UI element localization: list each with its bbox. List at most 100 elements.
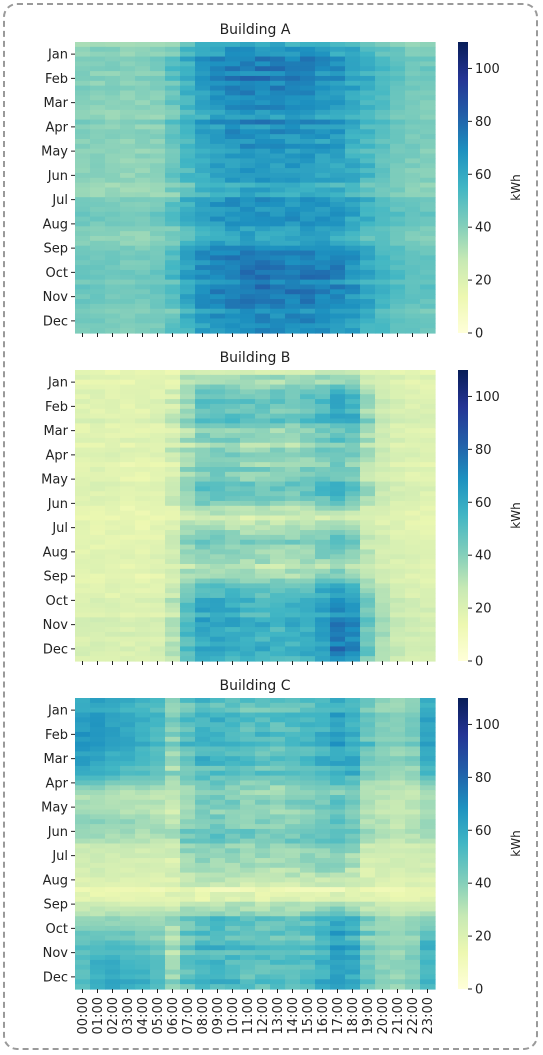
heatmap-cell	[195, 862, 211, 869]
heatmap-cell	[105, 727, 121, 733]
heatmap-cell	[300, 269, 316, 276]
heatmap-cell	[390, 109, 406, 116]
heatmap-cell	[405, 148, 421, 155]
heatmap-cell	[195, 46, 211, 53]
heatmap-cell	[225, 515, 241, 521]
heatmap-cell	[345, 418, 361, 424]
colorbar-label: kWh	[509, 174, 523, 200]
heatmap-cell	[195, 153, 211, 159]
heatmap-cell	[300, 564, 316, 570]
heatmap-cell	[225, 945, 241, 951]
heatmap-cell	[75, 100, 91, 106]
heatmap-cell	[75, 187, 91, 193]
heatmap-cell	[120, 471, 136, 478]
heatmap-cell	[345, 564, 361, 570]
heatmap-cell	[210, 236, 226, 242]
heatmap-cell	[405, 80, 421, 87]
heatmap-cell	[390, 896, 406, 903]
heatmap-cell	[285, 216, 301, 223]
heatmap-cell	[420, 418, 436, 424]
heatmap-cell	[210, 921, 226, 927]
heatmap-cell	[135, 265, 151, 271]
heatmap-cell	[330, 211, 346, 218]
heatmap-cell	[315, 979, 331, 985]
heatmap-cell	[165, 858, 181, 864]
heatmap-cell	[390, 423, 406, 429]
heatmap-cell	[105, 471, 121, 478]
heatmap-cell	[240, 906, 256, 912]
heatmap-cell	[240, 168, 256, 174]
heatmap-cell	[390, 374, 406, 381]
heatmap-cell	[315, 80, 331, 87]
heatmap-cell	[345, 139, 361, 145]
heatmap-cell	[120, 42, 136, 48]
heatmap-cell	[75, 236, 91, 242]
heatmap-cell	[285, 925, 301, 932]
heatmap-cell	[420, 442, 436, 449]
heatmap-cell	[375, 641, 391, 648]
heatmap-cell	[270, 153, 286, 159]
heatmap-cell	[300, 785, 316, 791]
heatmap-cell	[300, 457, 316, 463]
heatmap-cell	[390, 780, 406, 786]
colorbar-tick-label: 20	[475, 274, 492, 289]
heatmap-cell	[270, 698, 286, 704]
heatmap-cell	[255, 158, 271, 164]
heatmap-cell	[315, 520, 331, 526]
heatmap-cell	[195, 578, 211, 584]
heatmap-cell	[315, 413, 331, 420]
heatmap-cell	[285, 80, 301, 87]
heatmap-cell	[240, 935, 256, 942]
heatmap-cell	[405, 549, 421, 555]
heatmap-cell	[285, 617, 301, 623]
heatmap-cell	[225, 950, 241, 956]
heatmap-cell	[225, 303, 241, 310]
heatmap-cell	[360, 824, 376, 830]
heatmap-cell	[420, 858, 436, 864]
heatmap-cell	[285, 394, 301, 400]
heatmap-cell	[345, 593, 361, 599]
heatmap-cell	[330, 573, 346, 580]
heatmap-cell	[240, 428, 256, 434]
heatmap-cell	[210, 955, 226, 961]
heatmap-cell	[240, 641, 256, 648]
heatmap-cell	[405, 911, 421, 917]
heatmap-cell	[270, 462, 286, 468]
heatmap-cell	[195, 226, 211, 232]
heatmap-cell	[390, 770, 406, 777]
heatmap-cell	[420, 192, 436, 198]
heatmap-cell	[390, 284, 406, 290]
heatmap-cell	[150, 61, 166, 67]
heatmap-cell	[180, 129, 196, 135]
heatmap-cell	[255, 379, 271, 386]
heatmap-cell	[150, 255, 166, 261]
heatmap-cell	[150, 457, 166, 463]
heatmap-cell	[270, 853, 286, 859]
heatmap-cell	[390, 42, 406, 48]
heatmap-cell	[285, 428, 301, 434]
heatmap-cell	[360, 785, 376, 791]
colorbar-tick-label: 100	[475, 718, 500, 733]
heatmap-cell	[195, 279, 211, 286]
heatmap-cell	[90, 236, 106, 242]
heatmap-cell	[210, 172, 226, 179]
heatmap-cell	[315, 56, 331, 62]
heatmap-cell	[285, 476, 301, 483]
heatmap-cell	[240, 848, 256, 854]
heatmap-cells	[75, 698, 436, 990]
heatmap-cell	[330, 399, 346, 405]
heatmap-cell	[285, 318, 301, 324]
heatmap-cell	[360, 515, 376, 521]
heatmap-cell	[180, 66, 196, 72]
heatmap-cell	[75, 573, 91, 580]
heatmap-cell	[75, 731, 91, 738]
heatmap-cell	[135, 153, 151, 159]
heatmap-cell	[360, 530, 376, 536]
heatmap-cell	[120, 182, 136, 189]
heatmap-cell	[225, 925, 241, 932]
heatmap-cell	[165, 612, 181, 618]
heatmap-cell	[105, 568, 121, 575]
y-tick-label: Mar	[43, 424, 68, 439]
heatmap-cell	[150, 418, 166, 424]
heatmap-cell	[360, 389, 376, 395]
